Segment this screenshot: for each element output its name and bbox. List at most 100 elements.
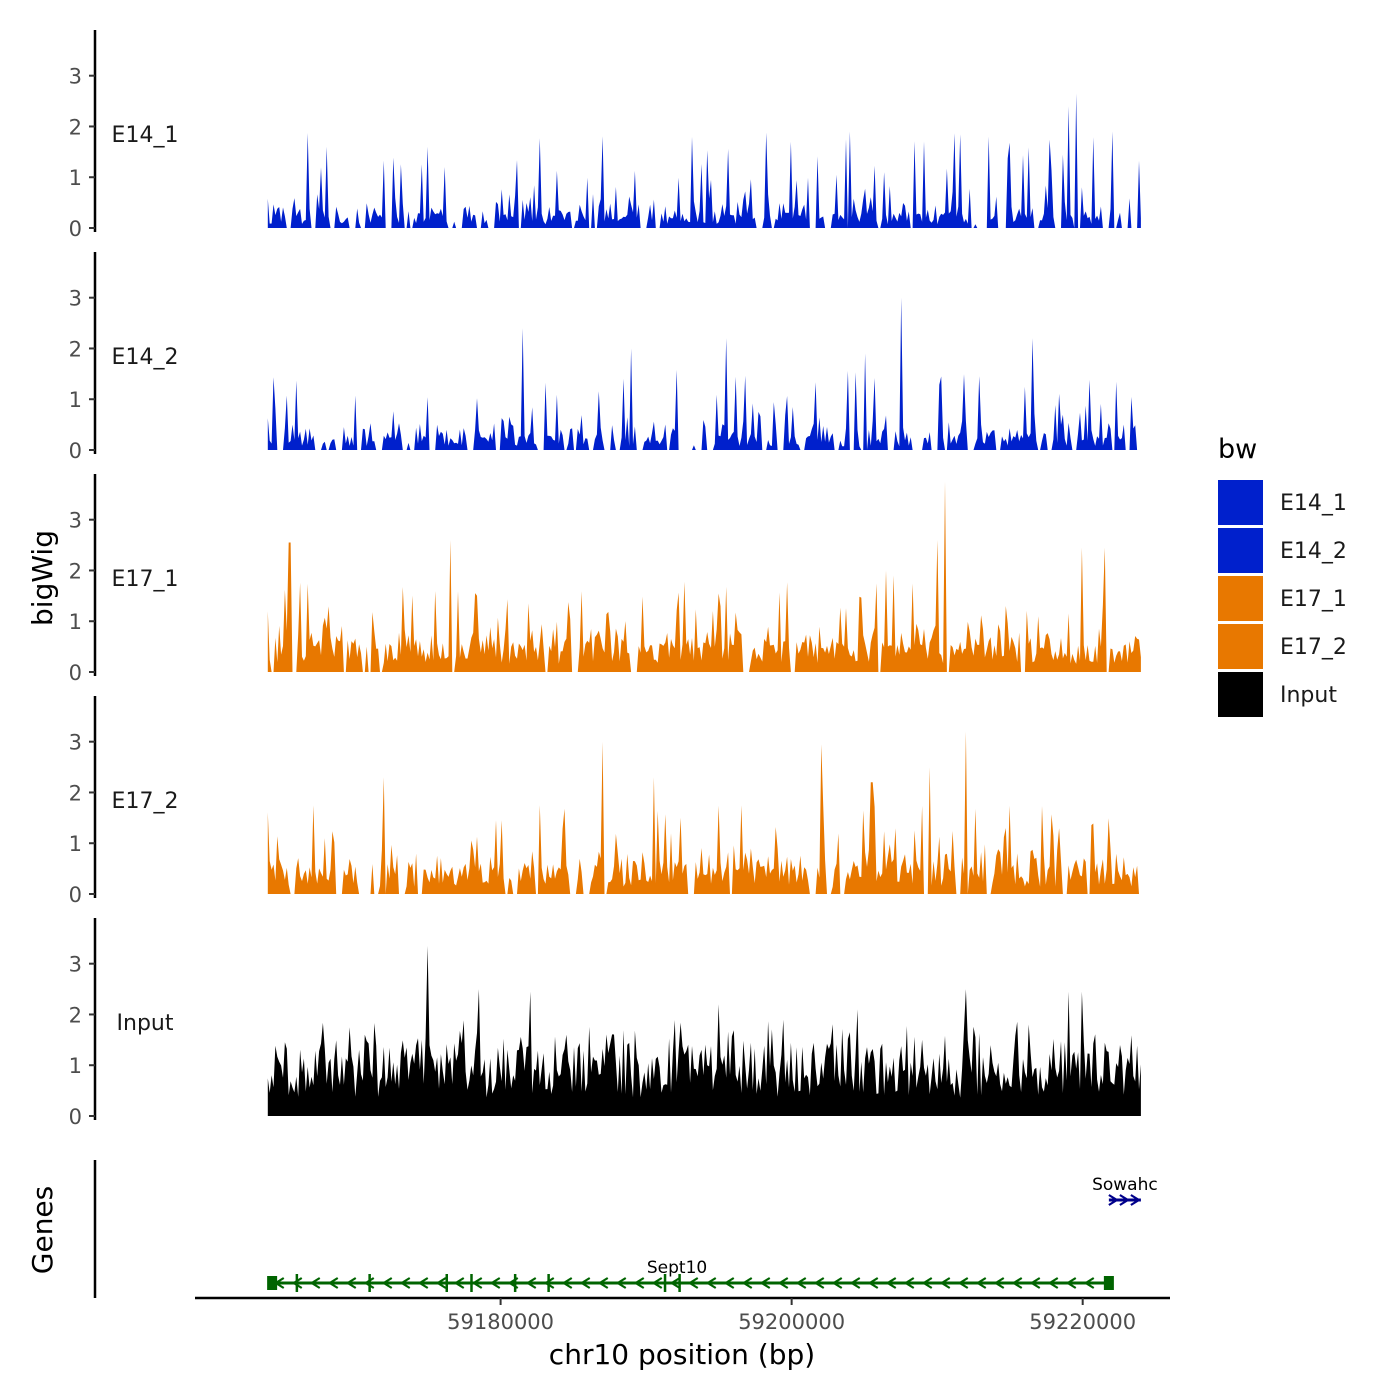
coverage-area-E14_2 bbox=[267, 297, 1141, 450]
coverage-area-E17_1 bbox=[267, 481, 1141, 672]
y-tick-label: 0 bbox=[69, 217, 82, 241]
strand-arrow bbox=[417, 1277, 429, 1289]
strand-arrow bbox=[651, 1277, 663, 1289]
x-tick-label: 59200000 bbox=[738, 1310, 845, 1334]
strand-arrow bbox=[327, 1277, 339, 1289]
x-tick-label: 59180000 bbox=[447, 1310, 554, 1334]
strand-arrow bbox=[867, 1277, 879, 1289]
y-tick-label: 2 bbox=[69, 559, 82, 583]
y-tick-label: 3 bbox=[69, 509, 82, 533]
exon bbox=[267, 1276, 278, 1290]
genes-panel: 59180000 59200000 59220000 Sept10 Sowahc bbox=[93, 1160, 1170, 1334]
track-label: E14_1 bbox=[112, 123, 179, 148]
track-label: E14_2 bbox=[112, 345, 179, 370]
exon bbox=[547, 1274, 550, 1292]
legend: bw E14_1 E14_2 E17_1 E17_2 Input bbox=[1218, 434, 1347, 717]
y-tick-label: 0 bbox=[69, 439, 82, 463]
coverage-area-E14_1 bbox=[267, 93, 1141, 228]
exon bbox=[678, 1274, 681, 1292]
gene-Sowahc: Sowahc bbox=[1092, 1175, 1158, 1206]
legend-label-E14_1: E14_1 bbox=[1280, 491, 1347, 516]
y-tick-label: 1 bbox=[69, 832, 82, 856]
strand-arrow bbox=[399, 1277, 411, 1289]
bigwig-tracks: 0 1 2 3 E14_1 0 1 2 3 E14_2 0 1 2 3 E17_1 0 1 2 3 E17_2 0 1 2 3… bbox=[69, 30, 1141, 1129]
y-tick-label: 2 bbox=[69, 1003, 82, 1027]
strand-arrow bbox=[939, 1277, 951, 1289]
legend-label-E17_2: E17_2 bbox=[1280, 635, 1347, 660]
strand-arrow bbox=[669, 1277, 681, 1289]
strand-arrow bbox=[831, 1277, 843, 1289]
strand-arrow bbox=[291, 1277, 303, 1289]
y-tick-label: 2 bbox=[69, 115, 82, 139]
strand-arrow bbox=[921, 1277, 933, 1289]
gene-label: Sowahc bbox=[1092, 1175, 1158, 1195]
track-E17_2: 0 1 2 3 E17_2 bbox=[69, 696, 1141, 907]
strand-arrow bbox=[309, 1277, 321, 1289]
exon bbox=[663, 1274, 667, 1292]
exon bbox=[445, 1274, 449, 1292]
track-label: Input bbox=[117, 1011, 174, 1036]
legend-swatch-E14_2 bbox=[1218, 528, 1263, 573]
strand-arrow bbox=[993, 1277, 1005, 1289]
y-tick-label: 2 bbox=[69, 781, 82, 805]
y-tick-label: 3 bbox=[69, 287, 82, 311]
legend-swatch-Input bbox=[1218, 672, 1263, 717]
strand-arrow bbox=[975, 1277, 987, 1289]
track-E14_2: 0 1 2 3 E14_2 bbox=[69, 252, 1141, 463]
strand-arrow bbox=[381, 1277, 393, 1289]
legend-swatch-E17_2 bbox=[1218, 624, 1263, 669]
strand-arrow bbox=[1065, 1277, 1077, 1289]
strand-arrow bbox=[345, 1277, 357, 1289]
strand-arrow bbox=[435, 1277, 447, 1289]
y-tick-label: 0 bbox=[69, 661, 82, 685]
exon bbox=[295, 1274, 299, 1292]
gene-label: Sept10 bbox=[647, 1258, 707, 1278]
strand-arrow bbox=[1029, 1277, 1041, 1289]
strand-arrow bbox=[813, 1277, 825, 1289]
strand-arrow bbox=[903, 1277, 915, 1289]
legend-swatch-E17_1 bbox=[1218, 576, 1263, 621]
y-tick-label: 3 bbox=[69, 65, 82, 89]
y-tick-label: 1 bbox=[69, 610, 82, 634]
legend-label-E17_1: E17_1 bbox=[1280, 587, 1347, 612]
strand-arrow bbox=[795, 1277, 807, 1289]
x-axis-title: chr10 position (bp) bbox=[549, 1338, 815, 1371]
exon bbox=[470, 1274, 473, 1292]
y-tick-label: 3 bbox=[69, 731, 82, 755]
y-tick-label: 1 bbox=[69, 1054, 82, 1078]
strand-arrow bbox=[1047, 1277, 1059, 1289]
legend-title: bw bbox=[1218, 434, 1257, 465]
exon bbox=[1103, 1276, 1114, 1290]
strand-arrow bbox=[777, 1277, 789, 1289]
strand-arrow bbox=[579, 1277, 591, 1289]
genes-axis-title: Genes bbox=[26, 1186, 59, 1274]
y-tick-label: 1 bbox=[69, 388, 82, 412]
strand-arrow bbox=[705, 1277, 717, 1289]
strand-arrow bbox=[723, 1277, 735, 1289]
strand-arrow bbox=[741, 1277, 753, 1289]
strand-arrow bbox=[957, 1277, 969, 1289]
legend-label-Input: Input bbox=[1280, 683, 1337, 708]
legend-label-E14_2: E14_2 bbox=[1280, 539, 1347, 564]
strand-arrow bbox=[1083, 1277, 1095, 1289]
strand-arrow bbox=[1119, 1194, 1130, 1206]
legend-swatch-E14_1 bbox=[1218, 480, 1263, 525]
coverage-area-Input bbox=[267, 945, 1141, 1116]
strand-arrow bbox=[759, 1277, 771, 1289]
y-tick-label: 3 bbox=[69, 953, 82, 977]
track-E17_1: 0 1 2 3 E17_1 bbox=[69, 474, 1141, 685]
coverage-area-E17_2 bbox=[267, 731, 1141, 894]
strand-arrow bbox=[561, 1277, 573, 1289]
strand-arrow bbox=[543, 1277, 555, 1289]
strand-arrow bbox=[525, 1277, 537, 1289]
strand-arrow bbox=[1108, 1194, 1119, 1206]
y-tick-label: 0 bbox=[69, 1105, 82, 1129]
strand-arrow bbox=[453, 1277, 465, 1289]
track-Input: 0 1 2 3 Input bbox=[69, 918, 1141, 1129]
strand-arrow bbox=[363, 1277, 375, 1289]
track-E14_1: 0 1 2 3 E14_1 bbox=[69, 30, 1141, 241]
strand-arrow bbox=[687, 1277, 699, 1289]
strand-arrow bbox=[849, 1277, 861, 1289]
y-tick-label: 1 bbox=[69, 166, 82, 190]
